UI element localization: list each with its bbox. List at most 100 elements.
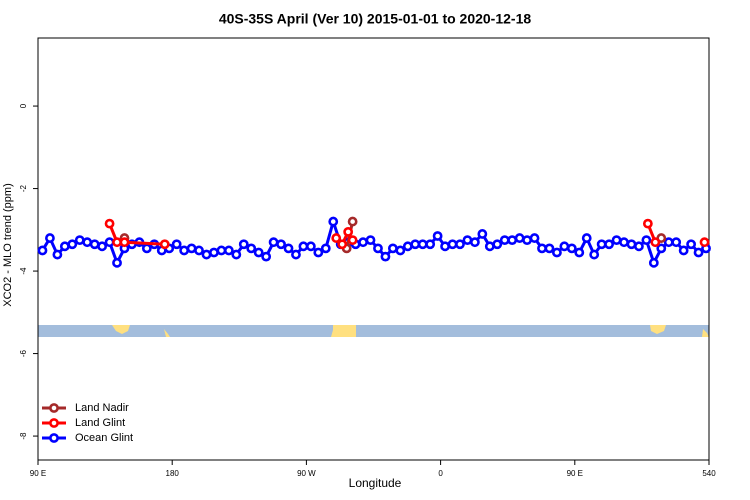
point — [693, 247, 704, 258]
point — [104, 237, 115, 248]
point — [641, 235, 652, 246]
point — [171, 239, 182, 250]
point — [119, 237, 130, 248]
point — [283, 243, 294, 254]
point — [395, 245, 406, 256]
land — [702, 329, 709, 337]
point — [484, 241, 495, 252]
point — [650, 237, 661, 248]
point — [699, 237, 710, 248]
point — [596, 239, 607, 250]
point — [492, 239, 503, 250]
point — [462, 235, 473, 246]
point — [544, 243, 555, 254]
legend-label: Ocean Glint — [75, 432, 133, 444]
point — [231, 249, 242, 260]
x-tick-label: 540 — [702, 469, 716, 478]
point — [246, 243, 257, 254]
legend-marker — [49, 418, 59, 428]
point — [678, 245, 689, 256]
point — [52, 249, 63, 260]
point — [402, 241, 413, 252]
point — [179, 245, 190, 256]
legend-label: Land Glint — [75, 417, 125, 429]
map-strip — [38, 325, 709, 337]
point — [238, 239, 249, 250]
point — [387, 243, 398, 254]
point — [67, 239, 78, 250]
point — [253, 247, 264, 258]
point — [347, 235, 358, 246]
point — [499, 235, 510, 246]
x-tick-label: 90 E — [567, 469, 583, 478]
point — [331, 233, 342, 243]
point — [268, 237, 279, 248]
point — [320, 243, 331, 254]
point — [447, 239, 458, 250]
point — [455, 239, 465, 250]
point — [358, 237, 368, 248]
point — [440, 241, 450, 252]
x-axis-label: Longitude — [349, 476, 402, 490]
point — [529, 233, 540, 243]
point — [343, 226, 354, 237]
x-tick-label: 0 — [438, 469, 443, 478]
point — [261, 251, 272, 262]
point — [104, 218, 115, 229]
point — [559, 241, 570, 252]
point — [417, 239, 428, 250]
point — [201, 249, 212, 260]
point — [634, 241, 644, 252]
point — [537, 243, 547, 254]
point — [89, 239, 100, 250]
point — [298, 241, 309, 252]
point — [574, 247, 585, 258]
land — [331, 325, 356, 337]
point — [373, 243, 383, 254]
point — [112, 237, 122, 248]
point — [37, 245, 48, 256]
point — [112, 257, 122, 268]
point — [686, 239, 697, 250]
point — [347, 216, 358, 227]
point — [209, 247, 219, 258]
point — [522, 235, 532, 246]
point — [82, 237, 93, 248]
y-axis-label: XCO2 - MLO trend (ppm) — [2, 183, 14, 306]
y-tick-label: 0 — [19, 103, 28, 108]
point — [648, 257, 659, 268]
point — [566, 243, 577, 254]
y-tick-label: -4 — [19, 267, 28, 275]
point — [619, 237, 629, 248]
y-tick-label: -6 — [19, 349, 28, 357]
y-tick-label: -8 — [19, 432, 28, 440]
legend-marker — [49, 433, 59, 443]
point — [514, 233, 525, 243]
x-tick-label: 90 W — [297, 469, 316, 478]
point — [477, 229, 488, 239]
point — [313, 247, 324, 258]
point — [432, 231, 443, 241]
point — [552, 247, 562, 258]
land — [164, 329, 170, 337]
legend-label: Land Nadir — [75, 402, 129, 414]
point — [663, 237, 674, 248]
point — [410, 239, 421, 250]
point — [380, 251, 391, 262]
point — [656, 243, 667, 254]
point — [186, 243, 197, 254]
point — [97, 241, 108, 252]
point — [276, 239, 286, 250]
point — [223, 245, 234, 256]
point — [365, 235, 376, 246]
point — [671, 237, 682, 248]
land — [112, 325, 130, 334]
legend-marker — [49, 403, 59, 413]
point — [216, 245, 227, 256]
ocean-band — [38, 325, 709, 337]
y-tick-label: -2 — [19, 184, 28, 192]
point — [74, 235, 85, 246]
point — [469, 237, 480, 248]
point — [581, 233, 592, 243]
